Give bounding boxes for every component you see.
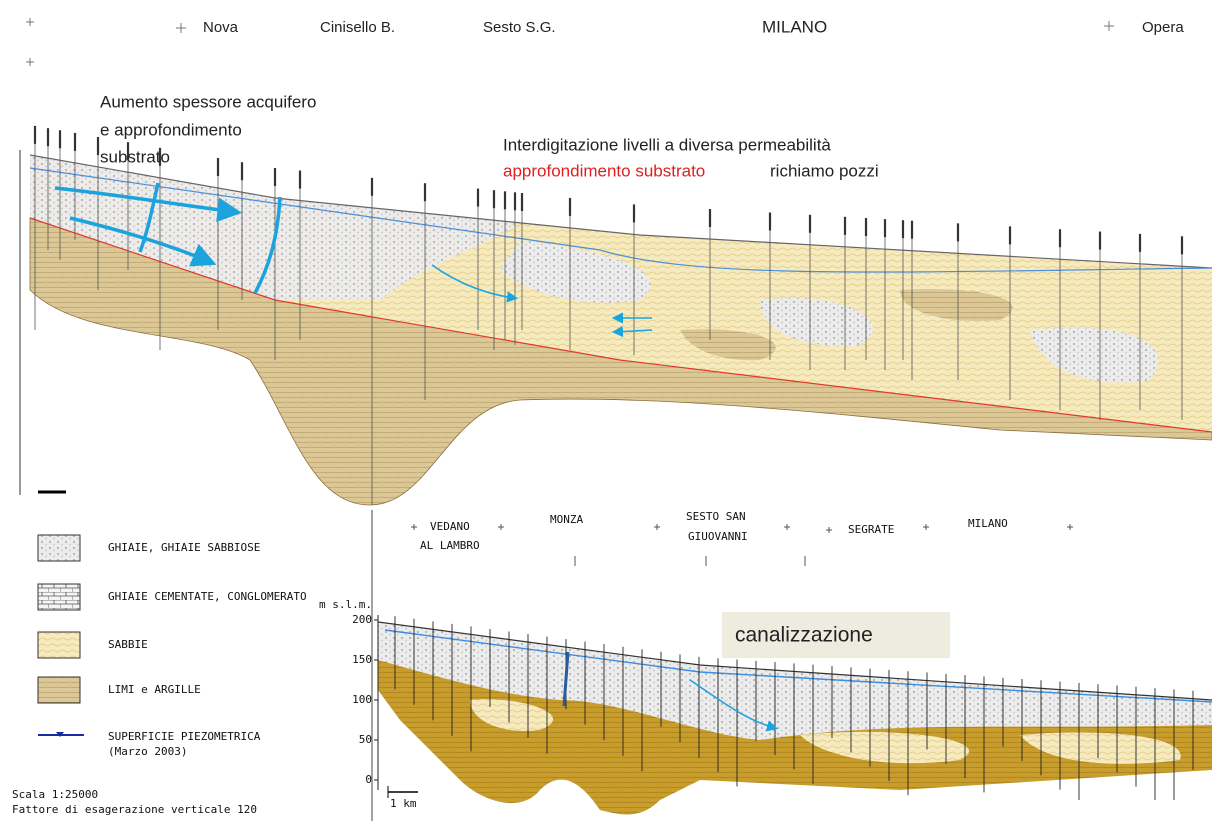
cross-sections: Nova Cinisello B. Sesto S.G. MILANO Oper…	[0, 0, 1212, 821]
legend-label: SUPERFICIE PIEZOMETRICA	[108, 730, 261, 743]
annotation-red: approfondimento substrato	[503, 161, 705, 180]
axis-label: m s.l.m.	[319, 598, 372, 611]
top-section: Nova Cinisello B. Sesto S.G. MILANO Oper…	[20, 17, 1212, 505]
place-label: VEDANO	[430, 520, 470, 533]
legend-swatch	[38, 584, 80, 610]
y-axis-ticks: 0 50 100 150 200	[352, 613, 378, 786]
place-label: SEGRATE	[848, 523, 894, 536]
place-label: SESTO SAN	[686, 510, 746, 523]
place-label: Cinisello B.	[320, 19, 395, 36]
annotation: e approfondimento	[100, 120, 242, 139]
legend-swatch	[38, 535, 80, 561]
crosses	[26, 18, 1114, 66]
y-tick-label: 0	[365, 773, 372, 786]
legend-label: SABBIE	[108, 638, 148, 651]
bottom-section: 0 50 100 150 200 m s.l.m. 1 km canalizzazion…	[319, 510, 1212, 814]
legend-swatch	[38, 677, 80, 703]
annotation: richiamo pozzi	[770, 161, 879, 180]
place-label: Nova	[203, 19, 239, 36]
legend-label: LIMI e ARGILLE	[108, 683, 201, 696]
legend-label: (Marzo 2003)	[108, 745, 187, 758]
place-label: MILANO	[968, 517, 1008, 530]
y-tick-label: 100	[352, 693, 372, 706]
y-tick-label: 150	[352, 653, 372, 666]
place-label: AL LAMBRO	[420, 539, 480, 552]
scale-note: Fattore di esagerazione verticale 120	[12, 803, 257, 816]
annotation: canalizzazione	[735, 624, 873, 647]
scale-note: Scala 1:25000	[12, 788, 98, 801]
annotation: Interdigitazione livelli a diversa perme…	[503, 135, 831, 154]
y-tick-label: 50	[359, 733, 372, 746]
place-label: GIUOVANNI	[688, 530, 748, 543]
legend-swatch	[38, 632, 80, 658]
place-label: Opera	[1142, 19, 1184, 36]
legend: GHIAIE, GHIAIE SABBIOSE GHIAIE CEMENTATE…	[12, 510, 372, 821]
y-tick-label: 200	[352, 613, 372, 626]
place-label: MONZA	[550, 513, 583, 526]
legend-label: GHIAIE, GHIAIE SABBIOSE	[108, 541, 260, 554]
place-label: Sesto S.G.	[483, 19, 556, 36]
annotation: substrato	[100, 147, 170, 166]
annotation: Aumento spessore acquifero	[100, 92, 316, 111]
legend-label: GHIAIE CEMENTATE, CONGLOMERATO	[108, 590, 307, 603]
place-label: MILANO	[762, 17, 827, 36]
scale-bar-label: 1 km	[390, 797, 417, 810]
